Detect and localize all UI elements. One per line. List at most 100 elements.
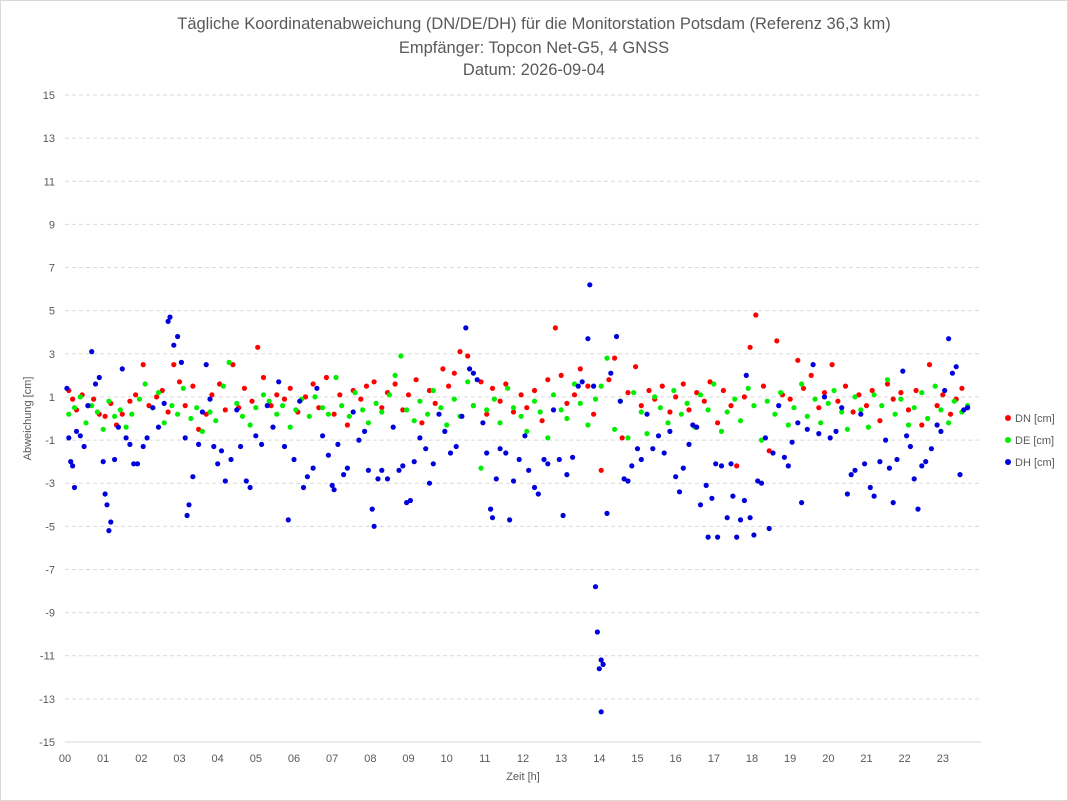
data-point [386, 392, 392, 398]
data-point [690, 422, 696, 428]
data-point [925, 415, 931, 422]
y-tick-label: -3 [45, 478, 55, 490]
data-point [711, 381, 717, 387]
data-point [175, 333, 181, 340]
data-point [577, 366, 583, 372]
y-tick-label: 1 [49, 392, 55, 404]
data-point [827, 435, 833, 441]
data-point [537, 409, 543, 415]
x-tick-label: 08 [364, 753, 376, 765]
data-point [558, 407, 564, 413]
data-point [260, 374, 267, 381]
data-point [247, 484, 253, 491]
data-point [175, 411, 181, 417]
data-point [396, 467, 402, 473]
data-point [446, 383, 452, 389]
data-point [234, 407, 240, 413]
data-point [489, 515, 496, 521]
x-tick-label: 09 [402, 753, 414, 765]
data-point [673, 474, 679, 480]
series-dh [64, 282, 971, 715]
data-point [440, 366, 446, 372]
data-point [959, 385, 965, 391]
data-point [325, 411, 331, 417]
chart-subtitle: Empfänger: Topcon Net-G5, 4 GNSS [398, 39, 670, 57]
data-point [556, 456, 562, 463]
data-point [133, 392, 139, 398]
data-point [474, 377, 480, 383]
data-point [617, 398, 623, 404]
data-point [598, 709, 604, 715]
grid-lines [65, 94, 981, 700]
data-point [890, 396, 896, 402]
data-point [598, 467, 604, 473]
data-point [77, 433, 83, 439]
data-point [281, 396, 288, 402]
data-point [644, 411, 650, 417]
data-point [673, 394, 679, 400]
data-point [571, 381, 578, 387]
data-point [260, 392, 267, 398]
data-point [667, 428, 673, 434]
data-point [734, 534, 740, 540]
data-point [592, 584, 599, 590]
data-point [560, 512, 566, 519]
series-de [66, 353, 971, 471]
data-point [938, 428, 944, 434]
data-point [106, 528, 112, 534]
data-point [886, 465, 893, 471]
x-tick-label: 13 [555, 753, 567, 765]
data-point [228, 456, 234, 463]
data-point [774, 338, 780, 344]
data-point [102, 413, 108, 419]
data-point [829, 362, 835, 368]
data-point [919, 463, 925, 469]
data-point [871, 392, 877, 398]
data-point [619, 435, 625, 441]
data-point [325, 452, 331, 458]
data-point [144, 435, 150, 441]
data-point [264, 403, 270, 409]
data-point [180, 385, 186, 391]
x-tick-label: 00 [59, 753, 71, 765]
data-point [467, 366, 473, 372]
data-point [913, 387, 919, 394]
data-point [833, 428, 839, 434]
chart-title: Tägliche Koordinatenabweichung (DN/DE/DH… [177, 15, 891, 33]
y-tick-label: -7 [45, 564, 55, 576]
data-point [550, 392, 557, 398]
x-tick-label: 01 [97, 753, 109, 765]
y-tick-label: 3 [49, 349, 55, 361]
data-point [222, 478, 228, 484]
y-tick-label: 5 [49, 306, 55, 318]
data-point [81, 443, 87, 450]
data-point [447, 450, 454, 456]
data-point [411, 418, 417, 424]
data-point [211, 443, 217, 450]
data-point [92, 381, 99, 387]
data-point [451, 396, 457, 402]
y-tick-label: -9 [45, 608, 55, 620]
data-point [131, 461, 137, 467]
data-point [858, 411, 864, 417]
data-point [919, 390, 925, 396]
data-point [207, 396, 213, 402]
data-point [363, 383, 370, 389]
x-tick-label: 19 [784, 753, 796, 765]
data-point [314, 385, 320, 391]
data-point [488, 506, 494, 512]
data-point [946, 420, 952, 426]
data-point [302, 394, 309, 400]
data-point [594, 629, 601, 635]
data-point [905, 407, 912, 413]
data-point [686, 407, 692, 413]
data-point [352, 390, 358, 396]
data-point [465, 379, 471, 385]
data-point [203, 362, 209, 368]
data-point [900, 368, 906, 374]
x-tick-label: 17 [708, 753, 720, 765]
data-point [350, 409, 356, 415]
x-tick-label: 23 [937, 753, 949, 765]
data-point [825, 400, 831, 406]
data-point [703, 482, 709, 488]
